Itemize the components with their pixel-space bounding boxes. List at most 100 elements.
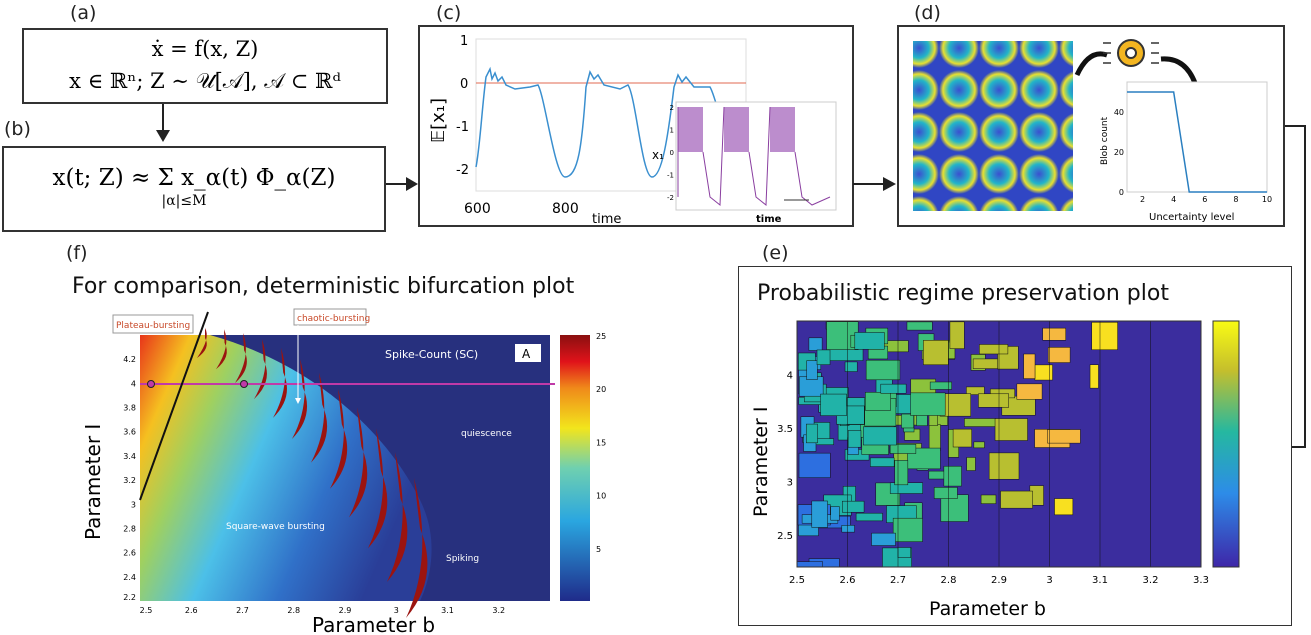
regime-cell	[816, 349, 831, 365]
xtick: 8	[1233, 195, 1238, 204]
regime-cell	[978, 393, 1010, 408]
ytick: 3.2	[123, 476, 136, 485]
regime-cell	[808, 337, 823, 351]
plateau-boundary-line	[139, 311, 209, 501]
xtick: 2.5	[140, 606, 153, 615]
chaotic-wedge	[406, 478, 428, 618]
x-axis-label: Uncertainty level	[1149, 212, 1234, 223]
chaotic-wedge	[235, 332, 247, 383]
xtick: 2.7	[890, 575, 906, 586]
blob-count-chart: Blob count Uncertainty level 2 4 6 8 10 0 20 40	[1100, 81, 1272, 223]
xtick: 2.8	[287, 606, 300, 615]
ytick: 3.6	[123, 428, 136, 437]
regime-cell	[870, 457, 895, 467]
inset-ytick: 0	[670, 149, 674, 157]
colorbar-tick: 10	[596, 492, 606, 501]
panel-a-label: (a)	[70, 2, 97, 24]
regime-cell	[1047, 429, 1081, 444]
ytick: 40	[1114, 108, 1124, 117]
panel-d-label: (d)	[914, 2, 941, 24]
regime-cell	[865, 359, 901, 381]
regime-cell	[929, 381, 952, 390]
xtick: 2.9	[339, 606, 352, 615]
xtick: 2.7	[236, 606, 249, 615]
panel-tag: A	[522, 347, 531, 361]
xtick: 2.6	[840, 575, 856, 586]
spiking-label: Spiking	[446, 554, 479, 564]
ytick: 2.4	[123, 573, 136, 582]
regime-cell	[901, 413, 914, 429]
regime-cell	[855, 512, 883, 522]
regime-cell	[1054, 498, 1074, 516]
panel-e-label: (e)	[762, 242, 789, 264]
ytick: 3	[131, 500, 136, 509]
inset-y-label: x₁	[652, 148, 664, 162]
xtick: 3.1	[1092, 575, 1108, 586]
colorbar-tick: 5	[596, 545, 601, 554]
regime-cell	[798, 452, 831, 478]
domain-equation: x ∈ ℝⁿ; Z ∼ 𝒰[𝒜], 𝒜 ⊂ ℝᵈ	[69, 69, 341, 93]
xtick: 2.6	[185, 606, 198, 615]
ytick: 4	[787, 370, 793, 381]
regime-cell	[923, 340, 949, 366]
ytick: 3.4	[123, 452, 136, 461]
panel-b-equation-box: x(t; Z) ≈ Σ x_α(t) Φ_α(Z) |α|≤M	[2, 146, 386, 232]
y-axis-label: Blob count	[1100, 116, 1110, 165]
regime-cell	[980, 494, 997, 504]
xtick: 3.1	[441, 606, 454, 615]
ytick: 3.8	[123, 404, 136, 413]
panel-f-label: (f)	[66, 242, 88, 264]
inset-ytick: -2	[667, 194, 674, 202]
regime-cell	[994, 418, 1028, 441]
ytick: 2.2	[123, 593, 136, 602]
ytick: 3.5	[777, 424, 793, 435]
regime-cell	[949, 321, 965, 349]
xtick: 2.8	[941, 575, 957, 586]
ytick: 3	[787, 477, 793, 488]
inset-x-label: time	[756, 214, 782, 225]
xtick: 4	[1171, 195, 1176, 204]
regime-cell	[830, 506, 840, 521]
regime-cell	[952, 428, 972, 448]
chaotic-wedge	[311, 372, 328, 463]
bursting-region	[140, 335, 432, 601]
uncertainty-field-image	[913, 41, 1073, 211]
inset-curve	[677, 106, 831, 207]
regime-cell	[820, 393, 847, 416]
regime-cell	[979, 344, 1009, 355]
regime-cell	[910, 392, 946, 416]
colorbar-tick: 20	[596, 385, 606, 394]
expansion-equation: x(t; Z) ≈ Σ x_α(t) Φ_α(Z)	[52, 165, 336, 191]
panel-c-box: 1 0 -1 -2 600 800 time 𝔼[x₁] time x₁ 2 1 0…	[418, 25, 854, 227]
panel-a-equation-box: ẋ = f(x, Z) x ∈ ℝⁿ; Z ∼ 𝒰[𝒜], 𝒜 ⊂ ℝᵈ	[22, 28, 388, 104]
ytick: 4.2	[123, 355, 136, 364]
ytick: 1	[460, 34, 468, 49]
y-axis-label: Parameter I	[81, 424, 105, 540]
regime-cell	[1016, 383, 1043, 400]
regime-cell	[906, 321, 933, 331]
y-axis-label: Parameter I	[750, 407, 772, 518]
regime-cell	[1023, 353, 1036, 379]
regime-cell	[880, 383, 907, 394]
regime-cell	[973, 441, 985, 449]
regime-cell	[854, 332, 885, 350]
panel-f-title: For comparison, deterministic bifurcatio…	[72, 274, 575, 299]
regime-cell	[972, 358, 1001, 369]
bifurcation-plot: Plateau-bursting chaotic-bursting Spike-…	[81, 308, 606, 635]
gear-ai-icon	[1103, 39, 1159, 67]
xtick: 3	[1046, 575, 1052, 586]
xtick: 3	[394, 606, 399, 615]
curved-arrow-to-chart	[1160, 56, 1198, 84]
regime-cell	[988, 452, 1020, 480]
chaotic-wedge	[197, 328, 207, 358]
colorbar-tick: 25	[596, 332, 606, 341]
regime-cell	[844, 361, 858, 372]
chaotic-wedge	[292, 358, 308, 439]
regime-preservation-plot: Parameter I Parameter b 2.5 2.6 2.7 2.8 2.9 3…	[750, 320, 1240, 620]
chaotic-wedge	[387, 451, 408, 582]
ytick: 20	[1114, 148, 1124, 157]
xtick: 10	[1262, 195, 1272, 204]
regime-cell	[943, 465, 962, 487]
plateau-bursting-label: Plateau-bursting	[116, 321, 190, 331]
regime-cell	[811, 500, 828, 528]
